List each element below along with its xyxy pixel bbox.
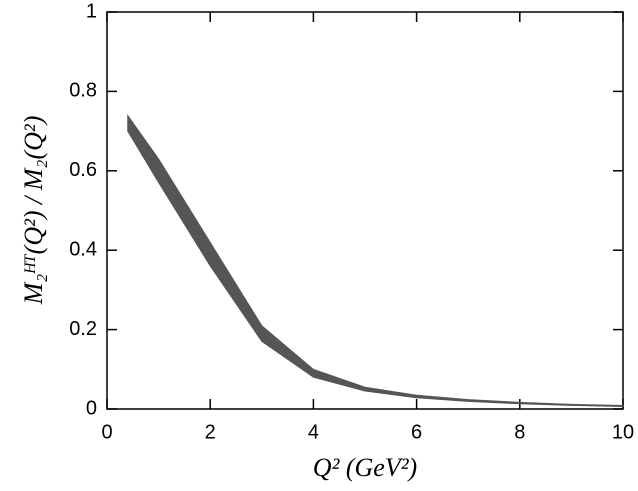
y-tick-label: 0 <box>86 397 97 419</box>
y-tick-label: 0.4 <box>69 238 97 260</box>
band <box>127 113 624 408</box>
y-tick-label: 0.8 <box>69 80 97 102</box>
x-tick-label: 2 <box>205 421 216 443</box>
y-tick-label: 1 <box>86 0 97 22</box>
x-tick-label: 6 <box>411 421 422 443</box>
y-axis-label: M₂ᴴᵀ(Q²) / M₂(Q²) <box>19 116 48 306</box>
y-tick-label: 0.6 <box>69 159 97 181</box>
y-tick-label: 0.2 <box>69 318 97 340</box>
x-tick-label: 0 <box>101 421 112 443</box>
x-tick-label: 8 <box>514 421 525 443</box>
x-tick-label: 4 <box>308 421 319 443</box>
plot-frame <box>106 11 624 410</box>
x-axis-label: Q² (GeV²) <box>313 453 417 482</box>
x-tick-label: 10 <box>612 421 634 443</box>
